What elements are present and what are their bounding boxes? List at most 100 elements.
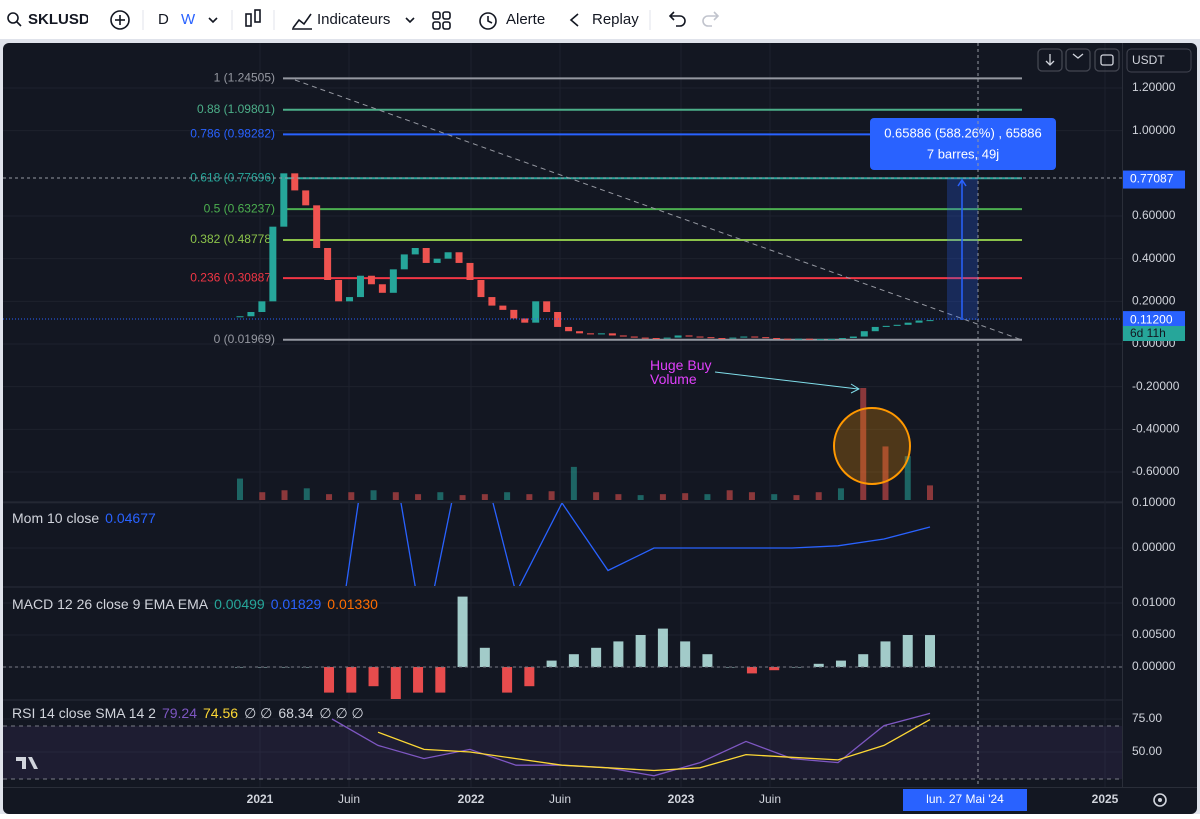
- indicator-legend: MACD 12 26 close 9 EMA EMA 0.00499 0.01829…: [12, 596, 378, 612]
- candle: [740, 336, 748, 338]
- volume-bar: [570, 466, 577, 500]
- candle: [860, 331, 868, 337]
- fib-label: 0.88 (1.09801): [197, 102, 275, 116]
- macd-bar: [591, 647, 602, 667]
- measure-tooltip: [870, 118, 1056, 170]
- y-tick-label: 0.20000: [1132, 294, 1176, 308]
- candle: [871, 326, 879, 332]
- fib-label: 1 (1.24505): [214, 71, 275, 85]
- candle: [499, 305, 507, 310]
- candle: [795, 338, 803, 340]
- volume-bar: [726, 490, 733, 500]
- macd-bar: [413, 667, 424, 693]
- indicator-value: ∅ ∅: [244, 705, 272, 721]
- macd-bar: [925, 635, 935, 667]
- layout-icon[interactable]: [432, 11, 441, 20]
- fib-label: 0 (0.01969): [214, 332, 275, 346]
- search-icon[interactable]: [7, 12, 19, 24]
- macd-bar: [657, 628, 668, 667]
- volume-bar: [860, 388, 867, 500]
- replay-icon[interactable]: [569, 13, 579, 27]
- logo[interactable]: [16, 757, 38, 769]
- trend-line[interactable]: [294, 79, 1023, 341]
- candle: [291, 173, 299, 191]
- candle: [356, 275, 364, 298]
- macd-bar: [635, 635, 646, 667]
- chart-type-icon[interactable]: [245, 13, 252, 27]
- macd-bar: [702, 654, 713, 667]
- volume-bar: [259, 492, 266, 500]
- alert-icon[interactable]: [479, 12, 497, 30]
- candle: [335, 280, 343, 302]
- macd-bar: [546, 660, 557, 667]
- indicator-value: 74.56: [203, 705, 238, 721]
- pane-button[interactable]: [1065, 48, 1091, 72]
- volume-bar: [615, 494, 622, 500]
- symbol[interactable]: SKLUSDT: [28, 11, 99, 28]
- volume-bar: [927, 485, 933, 500]
- candle: [751, 336, 759, 338]
- indicator-value: 79.24: [162, 705, 197, 721]
- indicator-value: ∅ ∅ ∅: [319, 705, 363, 721]
- volume-bar: [904, 456, 911, 500]
- candle: [784, 338, 792, 340]
- candle: [707, 337, 715, 339]
- volume-bar: [415, 494, 422, 500]
- indicator-legend: RSI 14 close SMA 14 2 79.24 74.56 ∅ ∅ 68.34 ∅…: [12, 705, 364, 721]
- volume-bar: [837, 488, 844, 500]
- candle: [806, 338, 814, 340]
- macd-bar: [368, 667, 379, 687]
- fib-label: 0.786 (0.98282): [190, 127, 275, 141]
- macd-bar: [324, 667, 335, 693]
- volume-bar: [815, 492, 822, 500]
- add-symbol-icon[interactable]: [110, 10, 130, 30]
- candle: [729, 337, 737, 339]
- volume-bar: [326, 494, 333, 500]
- alert-button[interactable]: Alerte: [506, 11, 545, 28]
- candle: [762, 337, 770, 339]
- indicator-title: Mom 10 close: [12, 510, 99, 526]
- interval-button[interactable]: D: [158, 11, 169, 28]
- cursor-time-badge: [903, 789, 1027, 811]
- x-tick-label: Juin: [759, 792, 781, 806]
- pane-button[interactable]: [1037, 48, 1063, 72]
- annotation[interactable]: Huge Buy Volume: [650, 358, 740, 394]
- indicator-value: 0.01330: [327, 596, 378, 612]
- candle: [400, 254, 408, 270]
- candle: [477, 280, 485, 298]
- candle: [422, 248, 430, 263]
- y-tick-label: 0.60000: [1132, 208, 1176, 222]
- candle: [893, 324, 901, 326]
- candle: [302, 190, 310, 206]
- indicator-title: MACD 12 26 close 9 EMA EMA: [12, 596, 209, 612]
- redo-icon[interactable]: [702, 11, 720, 27]
- candle: [346, 297, 354, 302]
- undo-icon[interactable]: [668, 11, 686, 27]
- cursor-price: 0.77087: [1130, 172, 1174, 186]
- candle: [608, 333, 616, 336]
- macd-bar: [346, 667, 357, 693]
- highlight-circle[interactable]: [833, 407, 911, 485]
- settings-icon[interactable]: [1153, 793, 1167, 807]
- macd-bar: [524, 667, 535, 687]
- x-tick-label: 2023: [668, 792, 695, 806]
- candle: [466, 262, 474, 281]
- toolbar: [0, 0, 1200, 40]
- indicators-button[interactable]: Indicateurs: [317, 11, 390, 28]
- replay-button[interactable]: Replay: [592, 11, 639, 28]
- currency-selector[interactable]: [1126, 48, 1192, 73]
- y-tick-label: 0.10000: [1132, 495, 1176, 509]
- volume-bar: [392, 492, 399, 500]
- candle: [586, 333, 594, 335]
- volume-bar: [593, 492, 600, 500]
- candle: [455, 252, 463, 263]
- pane-button[interactable]: [1094, 48, 1120, 72]
- interval-dropdown[interactable]: [208, 17, 218, 24]
- macd-bar: [479, 647, 490, 667]
- current-price-badge: [1123, 311, 1185, 330]
- interval-button[interactable]: W: [181, 11, 196, 28]
- currency[interactable]: USDT: [1132, 53, 1165, 67]
- indicators-icon[interactable]: [292, 13, 312, 29]
- annotation-arrow: [714, 371, 859, 390]
- volume-bar: [682, 493, 689, 500]
